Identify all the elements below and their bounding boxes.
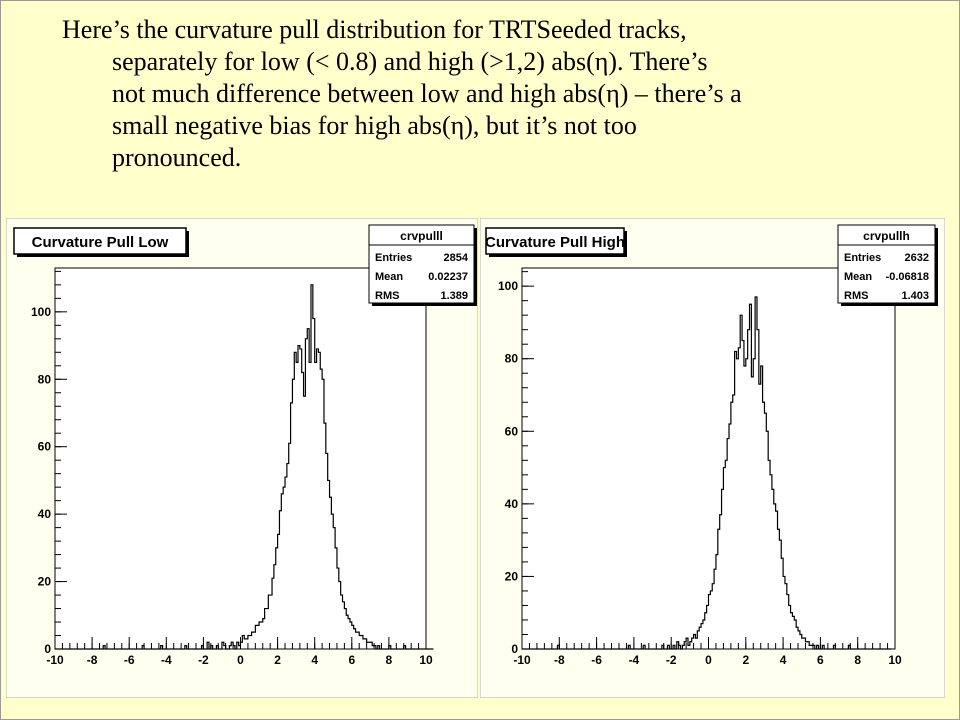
stats-label-entries-high: Entries	[844, 252, 881, 264]
x-tick-label-0-low: 0	[237, 653, 244, 667]
stats-label-rms-low: RMS	[375, 290, 399, 302]
stats-value-entries-high: 2632	[905, 252, 929, 264]
x-tick-label--8-low: -8	[87, 653, 98, 667]
stats-box-low	[368, 224, 475, 304]
x-tick-label-10-low: 10	[419, 653, 433, 667]
y-tick-label-0-low: 0	[44, 642, 51, 656]
plot-frame-high	[521, 267, 896, 650]
x-tick-label-6-high: 6	[817, 653, 824, 667]
stats-label-mean-low: Mean	[375, 271, 403, 283]
stats-value-mean-high: -0.06818	[886, 271, 929, 283]
chart-title-high: Curvature Pull High	[485, 234, 625, 251]
x-tick-label-8-high: 8	[854, 653, 861, 667]
stats-value-rms-low: 1.389	[440, 290, 468, 302]
x-tick-label-10-high: 10	[888, 653, 902, 667]
stats-name-low: crvpulll	[400, 229, 443, 243]
stats-value-mean-low: 0.02237	[428, 271, 468, 283]
x-tick-label--8-high: -8	[554, 653, 565, 667]
stats-value-rms-high: 1.403	[901, 290, 929, 302]
chart-title-box-low	[13, 227, 187, 255]
x-tick-label-2-high: 2	[742, 653, 749, 667]
plot-frame-low	[54, 267, 427, 650]
y-tick-label-60-low: 60	[38, 440, 52, 454]
stats-name-high: crvpullh	[863, 229, 910, 243]
x-tick-label--6-high: -6	[591, 653, 602, 667]
histogram-chart-high: Curvature Pull High crvpullh Entries 2632 Me…	[480, 218, 945, 698]
y-tick-label-100-low: 100	[31, 305, 51, 319]
x-tick-label--4-high: -4	[629, 653, 640, 667]
x-tick-label--10-high: -10	[513, 653, 531, 667]
y-tick-label-80-low: 80	[38, 372, 52, 386]
chart-title-shadow-low	[186, 231, 189, 257]
y-tick-label-40-low: 40	[38, 507, 52, 521]
x-tick-label-0-high: 0	[705, 653, 712, 667]
x-tick-label--2-low: -2	[198, 653, 209, 667]
histogram-panel-low: Curvature Pull Low crvpulll Entries 2854 Mea…	[6, 218, 478, 698]
y-tick-label-0-high: 0	[511, 642, 518, 656]
text-line-4: small negative bias for high abs(η), but…	[112, 111, 637, 140]
x-tick-label-8-low: 8	[386, 653, 393, 667]
text-line-2: separately for low (< 0.8) and high (>1,…	[112, 47, 708, 76]
stats-label-entries-low: Entries	[375, 252, 412, 264]
x-tick-label-4-high: 4	[780, 653, 787, 667]
x-tick-label-4-low: 4	[311, 653, 318, 667]
x-tick-label-2-low: 2	[274, 653, 281, 667]
stats-label-mean-high: Mean	[844, 271, 872, 283]
x-tick-label-6-low: 6	[348, 653, 355, 667]
histogram-chart-low: Curvature Pull Low crvpulll Entries 2854 Mea…	[6, 218, 478, 698]
chart-title-shadow-bottom-high	[489, 254, 627, 257]
y-tick-label-100-high: 100	[498, 279, 518, 293]
histogram-series-high	[522, 296, 892, 650]
y-tick-label-80-high: 80	[505, 352, 519, 366]
chart-title-shadow-bottom-low	[17, 254, 189, 257]
stats-value-entries-low: 2854	[444, 252, 469, 264]
chart-title-low: Curvature Pull Low	[32, 234, 169, 251]
histogram-series-low	[55, 284, 434, 650]
y-tick-label-40-high: 40	[505, 497, 519, 511]
stats-box-high	[837, 224, 936, 304]
y-tick-label-20-high: 20	[505, 569, 519, 583]
chart-title-shadow-high	[624, 231, 627, 257]
text-line-1: Here’s the curvature pull distribution f…	[62, 15, 687, 44]
text-line-5: pronounced.	[112, 143, 242, 172]
x-tick-label--10-low: -10	[46, 653, 64, 667]
x-tick-label--6-low: -6	[124, 653, 135, 667]
y-tick-label-20-low: 20	[38, 575, 52, 589]
x-tick-label--2-high: -2	[666, 653, 677, 667]
text-line-3: not much difference between low and high…	[112, 79, 742, 108]
stats-label-rms-high: RMS	[844, 290, 868, 302]
slide-paragraph: Here’s the curvature pull distribution f…	[62, 14, 942, 174]
x-tick-label--4-low: -4	[161, 653, 172, 667]
y-tick-label-60-high: 60	[505, 424, 519, 438]
histogram-panel-high: Curvature Pull High crvpullh Entries 2632 Me…	[480, 218, 945, 698]
